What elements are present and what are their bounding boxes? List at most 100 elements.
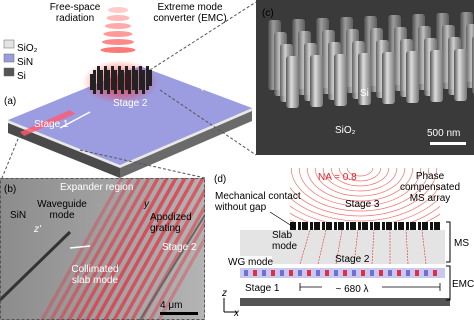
ray — [371, 229, 375, 265]
slab-side — [8, 120, 120, 178]
line: Waveguide — [37, 199, 87, 210]
meta-atom — [330, 222, 332, 230]
grating-tooth — [343, 270, 347, 276]
pillar — [93, 70, 96, 78]
label: ~ 680 λ — [335, 284, 368, 295]
meta-atom — [402, 222, 404, 230]
pillar — [128, 70, 131, 78]
label: SiN — [10, 210, 26, 221]
meta-atom — [350, 222, 354, 230]
label: Stage 1 — [245, 283, 280, 294]
line: mode — [272, 241, 297, 252]
wavefront — [290, 184, 440, 222]
pillar — [111, 82, 114, 90]
waveguide — [20, 110, 75, 136]
pillar — [107, 78, 110, 86]
label: Extreme mode converter (EMC) — [153, 2, 226, 24]
pillar — [146, 66, 149, 74]
meta-atom — [358, 222, 361, 230]
scale-bar — [160, 312, 198, 315]
pillar — [97, 66, 100, 74]
pillar — [107, 86, 110, 94]
pillar — [135, 70, 138, 78]
pillar — [104, 74, 107, 82]
grating-tooth — [334, 270, 338, 276]
panel-label: (b) — [4, 184, 16, 195]
legend-label: SiO₂ — [17, 43, 38, 54]
pillar — [149, 70, 152, 78]
zoom-line — [1, 133, 206, 179]
pillar — [114, 78, 117, 86]
legend-label: Si — [17, 71, 26, 82]
pillar — [139, 82, 142, 90]
pillar — [100, 86, 103, 94]
pillar — [132, 66, 135, 74]
wavefront — [290, 168, 438, 217]
line: converter (EMC) — [153, 13, 226, 24]
contact-pointer — [269, 211, 296, 229]
meta-atom — [390, 222, 392, 230]
grating-tooth — [352, 270, 356, 276]
waveguide — [0, 230, 72, 302]
stripe — [112, 178, 196, 320]
label: Collimated slab mode — [71, 264, 118, 286]
label: MS — [454, 238, 469, 249]
label: Stage 2 — [335, 254, 370, 265]
pillar — [125, 82, 128, 90]
axes — [223, 298, 238, 313]
pillar — [142, 86, 145, 94]
pillar — [114, 86, 117, 94]
pillar — [132, 82, 135, 90]
panel-label: (c) — [262, 8, 274, 19]
slab — [240, 230, 445, 264]
stripe — [121, 178, 205, 320]
meta-atom — [302, 222, 306, 230]
meta-atom — [434, 222, 438, 230]
pillar — [132, 74, 135, 82]
meta-atom — [362, 222, 366, 230]
grating-tooth — [280, 270, 284, 276]
legend-swatch — [3, 39, 15, 49]
line: compensated — [400, 182, 460, 193]
pillar — [135, 78, 138, 86]
pillar — [97, 82, 100, 90]
grating-edge — [139, 214, 205, 320]
wavefront — [330, 168, 390, 187]
line: Free-space — [50, 2, 101, 13]
line: Slab — [272, 230, 292, 241]
pillar — [406, 51, 419, 103]
pillar — [142, 78, 145, 86]
pillar — [146, 74, 149, 82]
stripe — [40, 178, 124, 320]
meta-atom — [398, 222, 402, 230]
line: Mechanical contact — [215, 191, 301, 202]
pillar — [97, 74, 100, 82]
grating-tooth — [424, 270, 428, 276]
stripe — [67, 178, 151, 320]
arrow — [69, 245, 91, 249]
label: Stage 2 — [113, 98, 148, 109]
label: Apodized grating — [150, 212, 192, 234]
meta-atom — [422, 222, 426, 230]
stripe — [148, 218, 205, 320]
panel-label: (a) — [4, 96, 16, 107]
stripe — [157, 234, 205, 320]
pillar — [121, 70, 124, 78]
wavefronts — [290, 168, 440, 222]
pillar — [111, 66, 114, 74]
label: Si — [360, 88, 369, 99]
pillar — [149, 78, 152, 86]
grating-tooth — [289, 270, 293, 276]
grating-tooth — [316, 270, 320, 276]
pillar — [111, 74, 114, 82]
slab-side — [120, 108, 252, 178]
label: WG mode — [228, 257, 273, 268]
line: slab mode — [72, 275, 119, 286]
grating-tooth — [253, 270, 257, 276]
pillar — [128, 86, 131, 94]
meta-atom — [318, 222, 320, 230]
pillar — [128, 78, 131, 86]
axis-label: y — [143, 199, 150, 210]
